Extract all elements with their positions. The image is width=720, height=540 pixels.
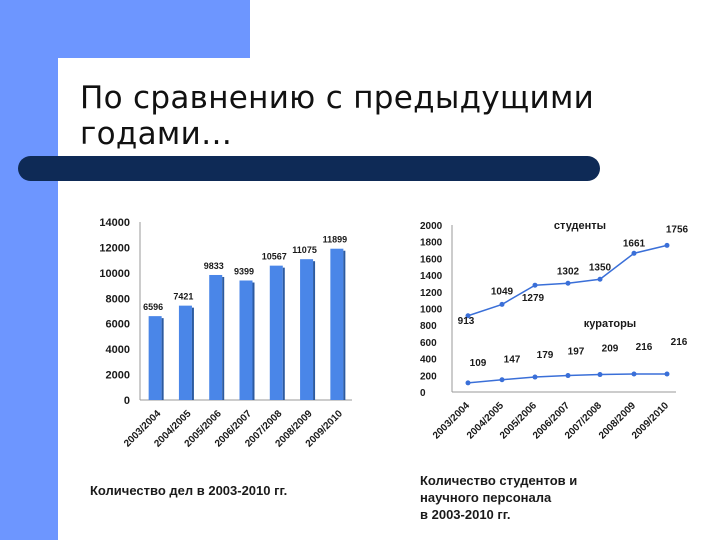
bar-chart-y-tick-label: 2000 <box>106 370 130 382</box>
bar-shadow <box>191 307 194 400</box>
students-point <box>597 276 603 282</box>
curators-point <box>565 373 571 379</box>
students-point <box>532 282 538 288</box>
bar-shadow <box>252 282 255 400</box>
bar <box>269 265 283 400</box>
page-title: По сравнению с предыдущими годами… <box>80 80 640 152</box>
line-chart-caption-line-3: в 2003-2010 гг. <box>420 507 511 522</box>
curators-point <box>664 371 670 377</box>
accent-sidebar <box>0 58 58 540</box>
students-data-label: 913 <box>458 316 475 327</box>
bar-chart-y-tick-label: 0 <box>124 395 130 407</box>
line-chart-y-tick-label: 1800 <box>420 238 443 249</box>
bar-chart-caption-line: Количество дел в 2003-2010 гг. <box>90 483 288 498</box>
bar-data-label: 9399 <box>234 266 254 276</box>
students-line <box>467 244 668 317</box>
bar-data-label: 9833 <box>204 261 224 271</box>
line-chart-y-tick-label: 600 <box>420 338 437 349</box>
curators-point <box>532 374 538 380</box>
bar-chart-y-tick-label: 6000 <box>106 319 130 331</box>
curators-point <box>465 380 471 386</box>
curators-series-label: кураторы <box>584 318 636 330</box>
students-series-label: студенты <box>554 220 606 232</box>
line-chart-y-tick-label: 1400 <box>420 271 443 282</box>
curators-data-label: 197 <box>568 347 585 358</box>
curators-data-label: 147 <box>504 355 521 366</box>
curators-point <box>597 372 603 378</box>
bar <box>330 248 344 400</box>
bar-chart-y-tick-label: 4000 <box>106 344 130 356</box>
students-point <box>499 301 505 307</box>
curators-data-label: 209 <box>602 344 619 355</box>
line-chart-y-tick-label: 200 <box>420 371 437 382</box>
line-chart-y-tick-label: 400 <box>420 355 437 366</box>
bar-shadow <box>222 276 225 400</box>
accent-block <box>0 0 250 58</box>
bar <box>300 259 314 400</box>
bar-chart-y-tick-label: 12000 <box>99 242 130 254</box>
students-data-label: 1756 <box>666 224 689 235</box>
students-point <box>631 250 637 256</box>
content-panel <box>58 58 720 540</box>
bar-chart-y-tick-label: 14000 <box>99 217 130 229</box>
curators-data-label: 179 <box>537 350 554 361</box>
line-chart-caption-line-1: Количество студентов и <box>420 473 578 488</box>
line-chart-y-tick-label: 1600 <box>420 254 443 265</box>
line-chart-y-tick-label: 0 <box>420 388 426 399</box>
curators-data-label: 216 <box>636 342 653 353</box>
bar-shadow <box>343 250 346 400</box>
line-chart-y-tick-label: 800 <box>420 321 437 332</box>
bar-shadow <box>282 267 285 400</box>
students-data-label: 1350 <box>589 262 612 273</box>
line-chart-caption: Количество студентов и научного персонал… <box>420 472 577 523</box>
bar-data-label: 10567 <box>262 252 287 262</box>
title-line-2: годами… <box>80 116 233 152</box>
title-divider <box>18 156 600 181</box>
curators-data-label: 109 <box>470 358 487 369</box>
curators-point <box>631 371 637 377</box>
students-data-label: 1302 <box>557 266 580 277</box>
line-chart-y-tick-label: 1000 <box>420 305 443 316</box>
bar-chart-y-tick-label: 8000 <box>106 293 130 305</box>
students-point <box>565 280 571 286</box>
curators-point <box>499 377 505 383</box>
bar <box>178 305 192 400</box>
line-chart-y-tick-label: 1200 <box>420 288 443 299</box>
bar-data-label: 6596 <box>143 302 163 312</box>
line-chart-y-tick-label: 2000 <box>420 221 443 232</box>
line-chart-caption-line-2: научного персонала <box>420 490 552 505</box>
bar-chart-y-tick-label: 10000 <box>99 268 130 280</box>
bar <box>209 274 223 400</box>
students-point <box>664 242 670 248</box>
students-data-label: 1279 <box>522 293 545 304</box>
students-data-label: 1661 <box>623 238 646 249</box>
bar-chart-caption: Количество дел в 2003-2010 гг. <box>90 482 287 499</box>
students-data-label: 1049 <box>491 286 514 297</box>
bar-data-label: 11899 <box>323 235 348 245</box>
bar-shadow <box>161 318 164 400</box>
bar-data-label: 7421 <box>173 292 193 302</box>
bar-shadow <box>313 261 316 400</box>
students-point <box>465 313 471 319</box>
title-line-1: По сравнению с предыдущими <box>80 80 595 116</box>
curators-data-label: 216 <box>671 337 688 348</box>
bar-data-label: 11075 <box>292 245 317 255</box>
bar <box>148 316 162 400</box>
bar <box>239 280 253 400</box>
